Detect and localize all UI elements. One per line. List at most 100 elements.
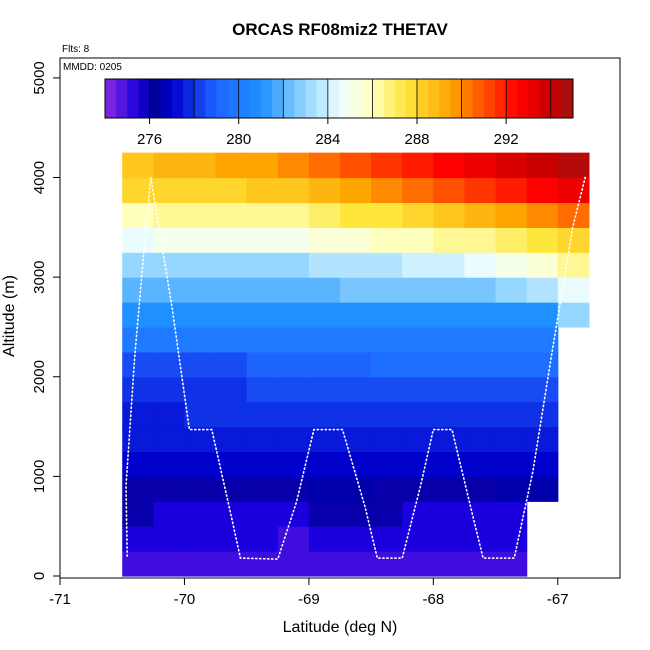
heatmap-cell bbox=[526, 277, 559, 303]
colorbar-swatch bbox=[227, 79, 240, 118]
heatmap-cell bbox=[122, 376, 154, 403]
heatmap-cell bbox=[122, 426, 154, 453]
colorbar-tick-label: 288 bbox=[404, 131, 429, 148]
heatmap-cell bbox=[153, 551, 186, 577]
heatmap-cell bbox=[464, 277, 497, 303]
heatmap-cell bbox=[340, 351, 372, 378]
colorbar-swatch bbox=[483, 79, 496, 118]
colorbar-swatch bbox=[238, 79, 251, 118]
colorbar-swatch bbox=[316, 79, 329, 118]
heatmap-cell bbox=[464, 476, 497, 502]
chart-title: ORCAS RF08miz2 THETAV bbox=[232, 20, 448, 39]
heatmap-cell bbox=[402, 551, 434, 577]
heatmap-cell bbox=[308, 152, 341, 179]
heatmap-cell bbox=[184, 551, 217, 577]
heatmap-cell bbox=[371, 152, 403, 179]
heatmap-cell bbox=[464, 326, 497, 353]
heatmap-cell bbox=[308, 202, 341, 228]
heatmap-cell bbox=[402, 451, 434, 477]
heatmap-cell bbox=[402, 351, 434, 378]
heatmap-cell bbox=[215, 277, 248, 303]
heatmap-cell bbox=[495, 376, 528, 403]
heatmap-cell bbox=[184, 476, 217, 502]
heatmap-cell bbox=[464, 302, 497, 328]
date-annotation: MMDD: 0205 bbox=[63, 62, 122, 73]
y-axis-label: Altitude (m) bbox=[1, 275, 18, 357]
colorbar-tick-label: 292 bbox=[494, 131, 519, 148]
heatmap-cell bbox=[153, 376, 186, 403]
colorbar-swatch bbox=[350, 79, 362, 118]
heatmap-cell bbox=[433, 351, 466, 378]
heatmap-cell bbox=[464, 351, 497, 378]
heatmap-cell bbox=[246, 526, 279, 552]
colorbar-swatch bbox=[216, 79, 229, 118]
heatmap-cell bbox=[340, 277, 372, 303]
heatmap-cell bbox=[153, 302, 186, 328]
heatmap-cell bbox=[402, 227, 434, 253]
heatmap-cell bbox=[184, 501, 217, 527]
heatmap-cell bbox=[153, 177, 186, 204]
colorbar-swatch bbox=[495, 79, 507, 118]
heatmap-cell bbox=[246, 227, 279, 253]
heatmap-cell bbox=[184, 426, 217, 453]
heatmap-cell bbox=[215, 252, 248, 278]
heatmap-cells bbox=[122, 152, 590, 577]
colorbar-swatch bbox=[517, 79, 529, 118]
heatmap-cell bbox=[215, 302, 248, 328]
heatmap-cell bbox=[153, 152, 186, 179]
colorbar-swatch bbox=[383, 79, 396, 118]
heatmap-cell bbox=[495, 152, 528, 179]
heatmap-cell bbox=[246, 401, 279, 428]
heatmap-cell bbox=[153, 401, 186, 428]
heatmap-cell bbox=[402, 401, 434, 428]
heatmap-cell bbox=[371, 252, 403, 278]
heatmap-cell bbox=[464, 401, 497, 428]
heatmap-cell bbox=[371, 351, 403, 378]
heatmap-cell bbox=[215, 426, 248, 453]
heatmap-cell bbox=[277, 451, 310, 477]
heatmap-cell bbox=[495, 177, 528, 204]
heatmap-cell bbox=[464, 252, 497, 278]
colorbar-swatch bbox=[339, 79, 351, 118]
heatmap-cell bbox=[371, 376, 403, 403]
heatmap-cell bbox=[340, 526, 372, 552]
heatmap-cell bbox=[340, 326, 372, 353]
heatmap-cell bbox=[402, 177, 434, 204]
heatmap-cell bbox=[402, 326, 434, 353]
heatmap-cell bbox=[526, 302, 559, 328]
heatmap-cell bbox=[122, 351, 154, 378]
y-tick-label: 0 bbox=[31, 572, 48, 580]
heatmap-cell bbox=[215, 152, 248, 179]
heatmap-cell bbox=[371, 526, 403, 552]
colorbar-swatch bbox=[372, 79, 385, 118]
heatmap-cell bbox=[340, 152, 372, 179]
heatmap-cell bbox=[371, 426, 403, 453]
heatmap-cell bbox=[495, 451, 528, 477]
heatmap-cell bbox=[277, 152, 310, 179]
colorbar-swatch bbox=[183, 79, 195, 118]
colorbar-swatch bbox=[272, 79, 284, 118]
heatmap-cell bbox=[433, 177, 466, 204]
heatmap-cell bbox=[433, 152, 466, 179]
colorbar-swatch bbox=[461, 79, 474, 118]
heatmap-cell bbox=[371, 177, 403, 204]
heatmap-cell bbox=[495, 326, 528, 353]
x-axis: -71 -70 -69 -68 -67 bbox=[49, 577, 569, 608]
heatmap-cell bbox=[371, 451, 403, 477]
heatmap-cell bbox=[495, 426, 528, 453]
heatmap-cell bbox=[464, 426, 497, 453]
heatmap-cell bbox=[122, 227, 154, 253]
heatmap-cell bbox=[433, 426, 466, 453]
heatmap-cell bbox=[215, 476, 248, 502]
heatmap-cell bbox=[433, 526, 466, 552]
heatmap-cell bbox=[371, 326, 403, 353]
heatmap-cell bbox=[246, 426, 279, 453]
colorbar-swatch bbox=[327, 79, 340, 118]
colorbar-swatch bbox=[261, 79, 273, 118]
colorbar: 276 280 284 288 292 bbox=[104, 78, 574, 148]
heatmap-cell bbox=[464, 501, 497, 527]
heatmap-cell bbox=[277, 401, 310, 428]
heatmap-cell bbox=[308, 277, 341, 303]
heatmap-cell bbox=[495, 351, 528, 378]
colorbar-swatch bbox=[417, 79, 429, 118]
